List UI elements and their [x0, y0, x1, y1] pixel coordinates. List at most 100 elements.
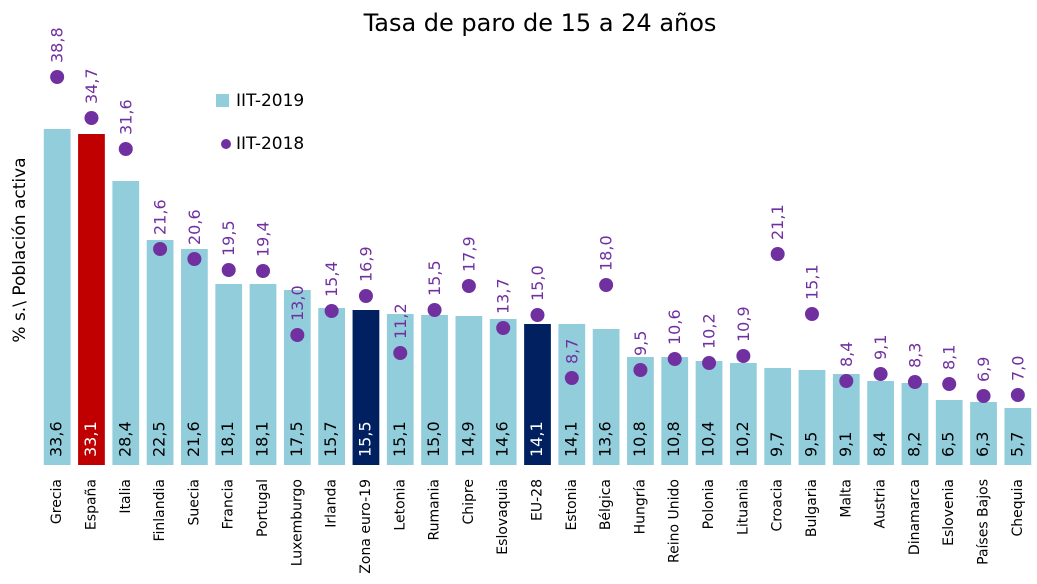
bar-value-label: 9,1 — [836, 432, 855, 457]
bar — [832, 374, 860, 465]
x-tick-label: EU-28 — [530, 479, 546, 521]
bar — [249, 284, 277, 465]
dot — [530, 308, 545, 322]
dot-value-label: 8,7 — [562, 339, 581, 364]
bar — [43, 129, 71, 465]
x-tick-label: Malta — [838, 479, 854, 518]
bar-value-label: 8,4 — [870, 432, 889, 457]
dot — [153, 242, 168, 256]
bar-value-label: 33,6 — [47, 421, 66, 457]
bar — [146, 240, 174, 465]
dot-value-label: 8,3 — [905, 343, 924, 368]
x-tick-label: Polonia — [701, 479, 717, 529]
x-tick-label: Francia — [221, 479, 237, 529]
dot — [461, 279, 476, 293]
dot-value-label: 18,0 — [597, 235, 616, 271]
dot — [804, 307, 819, 321]
dot-value-label: 15,0 — [528, 265, 547, 301]
x-tick-label: Eslovaquia — [495, 479, 511, 555]
dot — [221, 263, 236, 277]
bar-value-label: 10,4 — [699, 421, 718, 457]
dot — [118, 142, 133, 156]
dot — [496, 321, 511, 335]
dot-value-label: 10,9 — [734, 306, 753, 342]
x-tick-label: Reino Unido — [667, 479, 683, 563]
bar — [215, 284, 243, 465]
dot-value-label: 10,6 — [665, 309, 684, 345]
bar-value-label: 9,5 — [801, 432, 820, 457]
dot-value-label: 15,5 — [425, 260, 444, 296]
x-tick-label: Suecia — [186, 479, 202, 526]
bar — [867, 381, 894, 465]
bar — [695, 361, 723, 465]
bar-value-label: 10,8 — [664, 421, 683, 457]
bar — [661, 357, 689, 465]
bar — [798, 370, 826, 465]
bar-value-label: 9,7 — [767, 432, 786, 457]
dot — [976, 389, 991, 403]
dot-value-label: 15,1 — [802, 264, 821, 300]
dot — [633, 363, 648, 377]
dot — [324, 304, 339, 318]
bar-value-label: 6,5 — [939, 432, 958, 457]
dot — [427, 303, 442, 317]
legend-swatch — [216, 94, 229, 107]
dot — [358, 289, 373, 303]
x-tick-label: Dinamarca — [907, 479, 923, 555]
dot-value-label: 34,7 — [82, 68, 101, 104]
dot-value-label: 38,8 — [48, 27, 67, 63]
bar-value-label: 14,1 — [527, 421, 546, 457]
dot-value-label: 15,4 — [322, 261, 341, 297]
bar-value-label: 28,4 — [115, 421, 134, 457]
bar — [112, 181, 140, 465]
bar — [318, 308, 346, 465]
dot-value-label: 8,1 — [940, 345, 959, 370]
chart-title: Tasa de paro de 15 a 24 años — [363, 9, 717, 37]
x-tick-label: Finlandia — [152, 479, 168, 542]
bar-value-label: 15,5 — [355, 421, 374, 457]
dot — [84, 111, 99, 125]
bar — [489, 319, 517, 465]
x-tick-label: Lituania — [735, 479, 751, 535]
bar-value-label: 18,1 — [218, 421, 237, 457]
bar-value-label: 5,7 — [1007, 432, 1026, 457]
dot — [50, 70, 65, 84]
bar-value-label: 10,8 — [630, 421, 649, 457]
legend-marker — [221, 139, 231, 149]
bar-value-label: 17,5 — [287, 421, 306, 457]
dot — [736, 349, 751, 363]
x-tick-label: Bulgaria — [804, 479, 820, 537]
bar-value-label: 10,2 — [733, 421, 752, 457]
bar-value-label: 14,1 — [561, 421, 580, 457]
dot — [667, 352, 682, 366]
bar — [386, 314, 414, 465]
dot — [393, 346, 408, 360]
y-axis-label: % s.\ Población activa — [10, 157, 30, 342]
dot — [873, 367, 888, 381]
dot-value-label: 21,1 — [768, 204, 787, 240]
x-tick-label: Irlanda — [324, 479, 340, 528]
dot-value-label: 10,2 — [700, 313, 719, 349]
dot — [839, 374, 854, 388]
dot-value-label: 13,7 — [494, 278, 513, 314]
x-tick-label: Chequia — [1010, 479, 1026, 537]
x-tick-label: Zona euro-19 — [358, 479, 374, 574]
x-tick-label: España — [83, 479, 99, 530]
dot-value-label: 31,6 — [116, 99, 135, 135]
dot — [1010, 388, 1025, 402]
dot-value-label: 19,4 — [254, 221, 273, 257]
bar-value-label: 8,2 — [904, 432, 923, 457]
dot-value-label: 16,9 — [356, 246, 375, 282]
bar-value-label: 6,3 — [973, 432, 992, 457]
dot-value-label: 9,1 — [871, 335, 890, 360]
dot-value-label: 6,9 — [974, 357, 993, 382]
dot — [187, 252, 202, 266]
x-tick-label: Países Bajos — [976, 479, 992, 565]
bar-value-label: 15,0 — [424, 421, 443, 457]
dot — [599, 278, 614, 292]
x-tick-label: Portugal — [255, 479, 271, 537]
bar — [729, 363, 757, 465]
dot-value-label: 8,4 — [837, 342, 856, 367]
dot-value-label: 21,6 — [151, 199, 170, 235]
